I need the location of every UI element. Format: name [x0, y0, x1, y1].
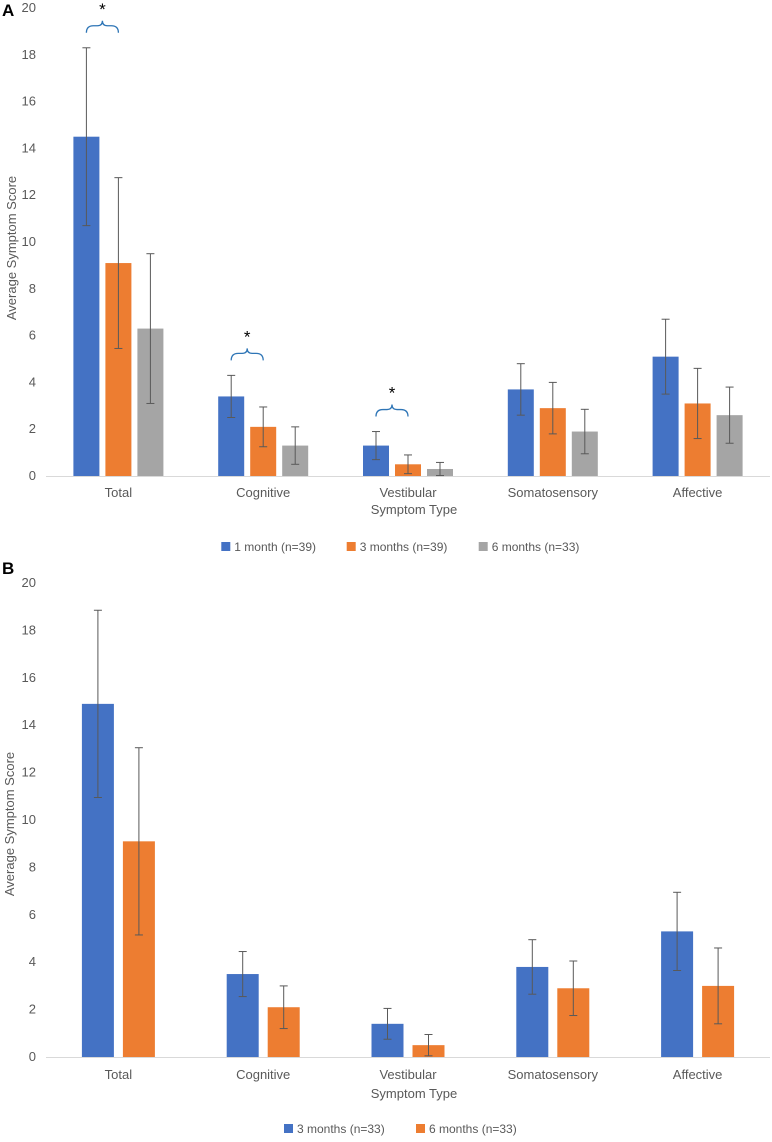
panel-a-y-tick-2: 2 [29, 421, 36, 436]
panel-b: B Average Symptom Score Symptom Type 0 2 4… [2, 559, 770, 1136]
panel-a-significance-star-total: * [99, 0, 106, 19]
panel-a-y-tick-4: 4 [29, 374, 36, 389]
panel-b-error-bar-3-months-n-33-vestibular [383, 1007, 392, 1040]
panel-a-y-tick-14: 14 [22, 140, 36, 155]
panel-a-significance: * * * [85, 0, 409, 417]
panel-a-legend-label-1-month-n-39: 1 month (n=39) [234, 540, 316, 554]
panel-b-y-tick-8: 8 [29, 859, 36, 874]
panel-a-y-ticks: 0 2 4 6 8 10 12 14 16 18 20 [22, 0, 770, 483]
panel-a-significance-bracket-vestibular [375, 404, 409, 417]
panel-a-y-tick-0: 0 [29, 468, 36, 483]
panel-b-y-tick-20: 20 [22, 575, 36, 590]
panel-a-error-bars [82, 47, 734, 477]
panel-b-legend-item-3-months-n-33: 3 months (n=33) [284, 1122, 385, 1136]
panel-a-y-tick-18: 18 [22, 47, 36, 62]
panel-a-error-bar-1-month-n-39-total [82, 47, 91, 227]
panel-b-x-axis-title: Symptom Type [371, 1086, 457, 1101]
panel-a-category-label-total: Total [105, 485, 133, 500]
panel-b-y-tick-16: 16 [22, 670, 36, 685]
panel-a-error-bar-1-month-n-39-cognitive [227, 374, 236, 418]
panel-b-error-bar-3-months-n-33-total [93, 609, 102, 798]
panel-b-error-bar-6-months-n-33-total [134, 747, 143, 936]
panel-a-significance-star-vestibular: * [389, 384, 396, 403]
panel-b-error-bar-3-months-n-33-affective [673, 891, 682, 971]
panel-a-legend-item-1-month-n-39: 1 month (n=39) [221, 540, 316, 554]
panel-a-error-bar-3-months-n-39-affective [693, 367, 702, 440]
panel-a-significance-cognitive: * [230, 327, 264, 361]
panel-b-y-tick-2: 2 [29, 1002, 36, 1017]
panel-a-error-bar-3-months-n-39-cognitive [259, 406, 268, 448]
panel-a-y-tick-20: 20 [22, 0, 36, 15]
panel-b-y-tick-4: 4 [29, 954, 36, 969]
panel-b-legend-item-6-months-n-33: 6 months (n=33) [416, 1122, 517, 1136]
panel-b-error-bar-3-months-n-33-somatosensory [528, 939, 537, 995]
panel-a-category-labels: Total Cognitive Vestibular Somatosensory Aff… [105, 485, 723, 500]
panel-a-category-label-vestibular: Vestibular [379, 485, 437, 500]
panel-b-category-labels: Total Cognitive Vestibular Somatosensory Aff… [105, 1067, 723, 1082]
panel-a-legend-swatch-6-months-n-33 [478, 542, 488, 551]
panel-a-x-axis-title: Symptom Type [371, 502, 457, 517]
panel-a-error-bar-1-month-n-39-vestibular [372, 431, 380, 461]
panel-b-legend: 3 months (n=33) 6 months (n=33) [284, 1122, 517, 1136]
panel-b-category-label-somatosensory: Somatosensory [508, 1067, 599, 1082]
panel-b-y-tick-6: 6 [29, 907, 36, 922]
panel-b-category-label-vestibular: Vestibular [379, 1067, 437, 1082]
panel-a-error-bar-6-months-n-33-cognitive [291, 426, 300, 465]
panel-b-y-tick-0: 0 [29, 1049, 36, 1064]
panel-a-error-bar-6-months-n-33-somatosensory [580, 408, 589, 455]
panel-b-y-tick-14: 14 [22, 717, 36, 732]
panel-a-legend-swatch-1-month-n-39 [221, 542, 231, 551]
panel-a-significance-total: * [85, 0, 120, 33]
panel-b-y-axis-title: Average Symptom Score [2, 752, 17, 896]
panel-a-y-tick-6: 6 [29, 328, 36, 343]
panel-a-legend-item-6-months-n-33: 6 months (n=33) [478, 540, 580, 554]
panel-a-legend-item-3-months-n-39: 3 months (n=39) [346, 540, 448, 554]
panel-b-error-bars [93, 609, 723, 1057]
panel-b-error-bar-6-months-n-33-affective [714, 947, 723, 1025]
panel-b-category-label-affective: Affective [673, 1067, 723, 1082]
panel-a-significance-bracket-cognitive [230, 348, 264, 361]
panel-a-category-label-cognitive: Cognitive [236, 485, 290, 500]
panel-b-legend-label-6-months-n-33: 6 months (n=33) [429, 1122, 517, 1136]
panel-a-error-bar-3-months-n-39-somatosensory [548, 381, 557, 435]
panel-a-error-bar-6-months-n-33-affective [725, 386, 734, 444]
panel-a-y-tick-8: 8 [29, 281, 36, 296]
panel-a-error-bar-3-months-n-39-vestibular [404, 454, 412, 475]
panel-a-label: A [2, 1, 14, 20]
panel-a-y-axis-title: Average Symptom Score [4, 176, 19, 320]
panel-a-significance-bracket-total [85, 20, 120, 33]
panel-a-error-bar-6-months-n-33-vestibular [436, 461, 444, 477]
panel-a-error-bar-1-month-n-39-somatosensory [516, 363, 525, 416]
panel-b-category-label-total: Total [105, 1067, 133, 1082]
panel-a-y-tick-12: 12 [22, 187, 36, 202]
panel-b-y-tick-18: 18 [22, 622, 36, 637]
panel-b-error-bar-6-months-n-33-somatosensory [569, 960, 578, 1017]
panel-b-legend-label-3-months-n-33: 3 months (n=33) [297, 1122, 385, 1136]
panel-a-category-label-somatosensory: Somatosensory [508, 485, 599, 500]
panel-b-label: B [2, 559, 14, 578]
panel-b-category-label-cognitive: Cognitive [236, 1067, 290, 1082]
panel-a-error-bar-1-month-n-39-affective [661, 318, 670, 395]
panel-a-significance-star-cognitive: * [244, 327, 251, 346]
panel-a: A Average Symptom Score Symptom Type 0 2 4… [2, 0, 770, 554]
panel-b-y-tick-10: 10 [22, 812, 36, 827]
panel-b-legend-swatch-6-months-n-33 [416, 1124, 425, 1133]
panel-a-error-bar-3-months-n-39-total [114, 177, 123, 349]
panel-a-error-bar-6-months-n-33-total [146, 253, 155, 404]
panel-a-category-label-affective: Affective [673, 485, 723, 500]
panel-b-error-bar-6-months-n-33-cognitive [279, 985, 288, 1030]
panel-b-error-bar-6-months-n-33-vestibular [424, 1033, 433, 1057]
panel-a-legend-swatch-3-months-n-39 [346, 542, 356, 551]
panel-a-legend-label-3-months-n-39: 3 months (n=39) [360, 540, 448, 554]
panel-b-y-tick-12: 12 [22, 765, 36, 780]
panel-a-legend: 1 month (n=39) 3 months (n=39) 6 months (n… [221, 540, 579, 554]
panel-a-y-tick-16: 16 [22, 94, 36, 109]
panel-a-significance-vestibular: * [375, 384, 409, 417]
panel-b-legend-swatch-3-months-n-33 [284, 1124, 293, 1133]
panel-b-error-bar-3-months-n-33-cognitive [238, 951, 247, 998]
panel-a-legend-label-6-months-n-33: 6 months (n=33) [492, 540, 580, 554]
panel-a-y-tick-10: 10 [22, 234, 36, 249]
panel-b-y-ticks: 0 2 4 6 8 10 12 14 16 18 20 [22, 575, 770, 1064]
